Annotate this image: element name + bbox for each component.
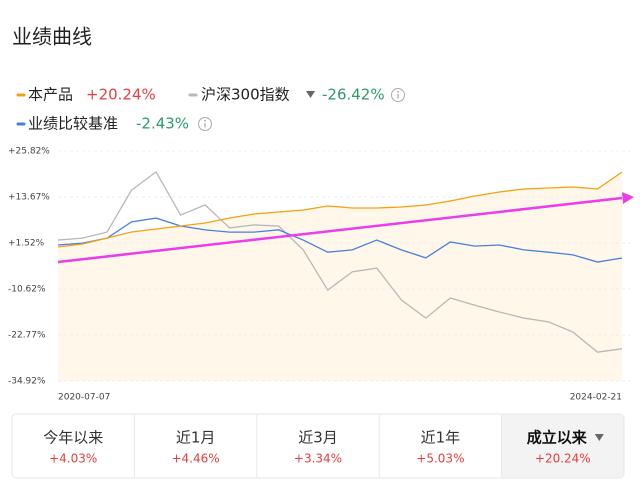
legend-label: 沪深300指数 — [201, 86, 290, 104]
x-tick-label: 2020-07-07 — [58, 393, 110, 403]
series-line — [57, 171, 623, 248]
y-tick-label: -34.92% — [8, 377, 46, 387]
tab-bar — [11, 413, 625, 479]
y-tick-label: +25.82% — [8, 147, 50, 157]
legend-label: 本产品 — [28, 86, 73, 104]
info-icon[interactable] — [198, 117, 212, 131]
tab-label[interactable]: 近1年 — [421, 429, 461, 447]
area — [58, 172, 622, 381]
tab-label[interactable]: 近3月 — [298, 429, 338, 447]
chart-title: 业绩曲线 — [12, 25, 92, 49]
tab-change: +4.46% — [172, 452, 220, 466]
info-icon-dot — [204, 119, 206, 122]
info-icon-dot — [397, 90, 399, 93]
tab-change: +20.24% — [535, 452, 591, 466]
tab-selected-bg — [501, 414, 624, 478]
plot: +25.82% +13.67% +1.52% -10.62% -22.77% -34.92… — [8, 147, 632, 403]
tab-dropdown-icon[interactable] — [594, 434, 604, 441]
x-tick-label: 2024-02-21 — [570, 393, 622, 403]
tab-change: +3.34% — [294, 452, 342, 466]
annotation-arrow-head — [622, 192, 634, 204]
legend-change: +20.24% — [86, 86, 156, 104]
tab-change: +5.03% — [416, 452, 464, 466]
series-line — [57, 170, 623, 353]
y-tick-label: -22.77% — [8, 330, 46, 340]
tab-label[interactable]: 今年以来 — [43, 429, 103, 447]
annotation-arrow — [57, 196, 623, 264]
y-tick-label: -10.62% — [8, 284, 46, 294]
y-tick-label: +1.52% — [8, 239, 45, 249]
tab-label[interactable]: 成立以来 — [527, 429, 588, 447]
tabs: 今年以来 +4.03% 近1月 +4.46% 近3月 +3.34% 近1年 +5.03% 成立以… — [43, 414, 624, 478]
legend-change: -26.42% — [322, 86, 385, 104]
y-tick-label: +13.67% — [8, 193, 50, 203]
legend-label: 业绩比较基准 — [28, 115, 118, 133]
legend-change: -2.43% — [136, 115, 189, 133]
tab-label[interactable]: 近1月 — [176, 429, 216, 447]
dropdown-icon[interactable] — [306, 91, 315, 98]
series-line — [57, 217, 623, 263]
info-icon[interactable] — [391, 88, 405, 102]
tab-change: +4.03% — [49, 452, 97, 466]
